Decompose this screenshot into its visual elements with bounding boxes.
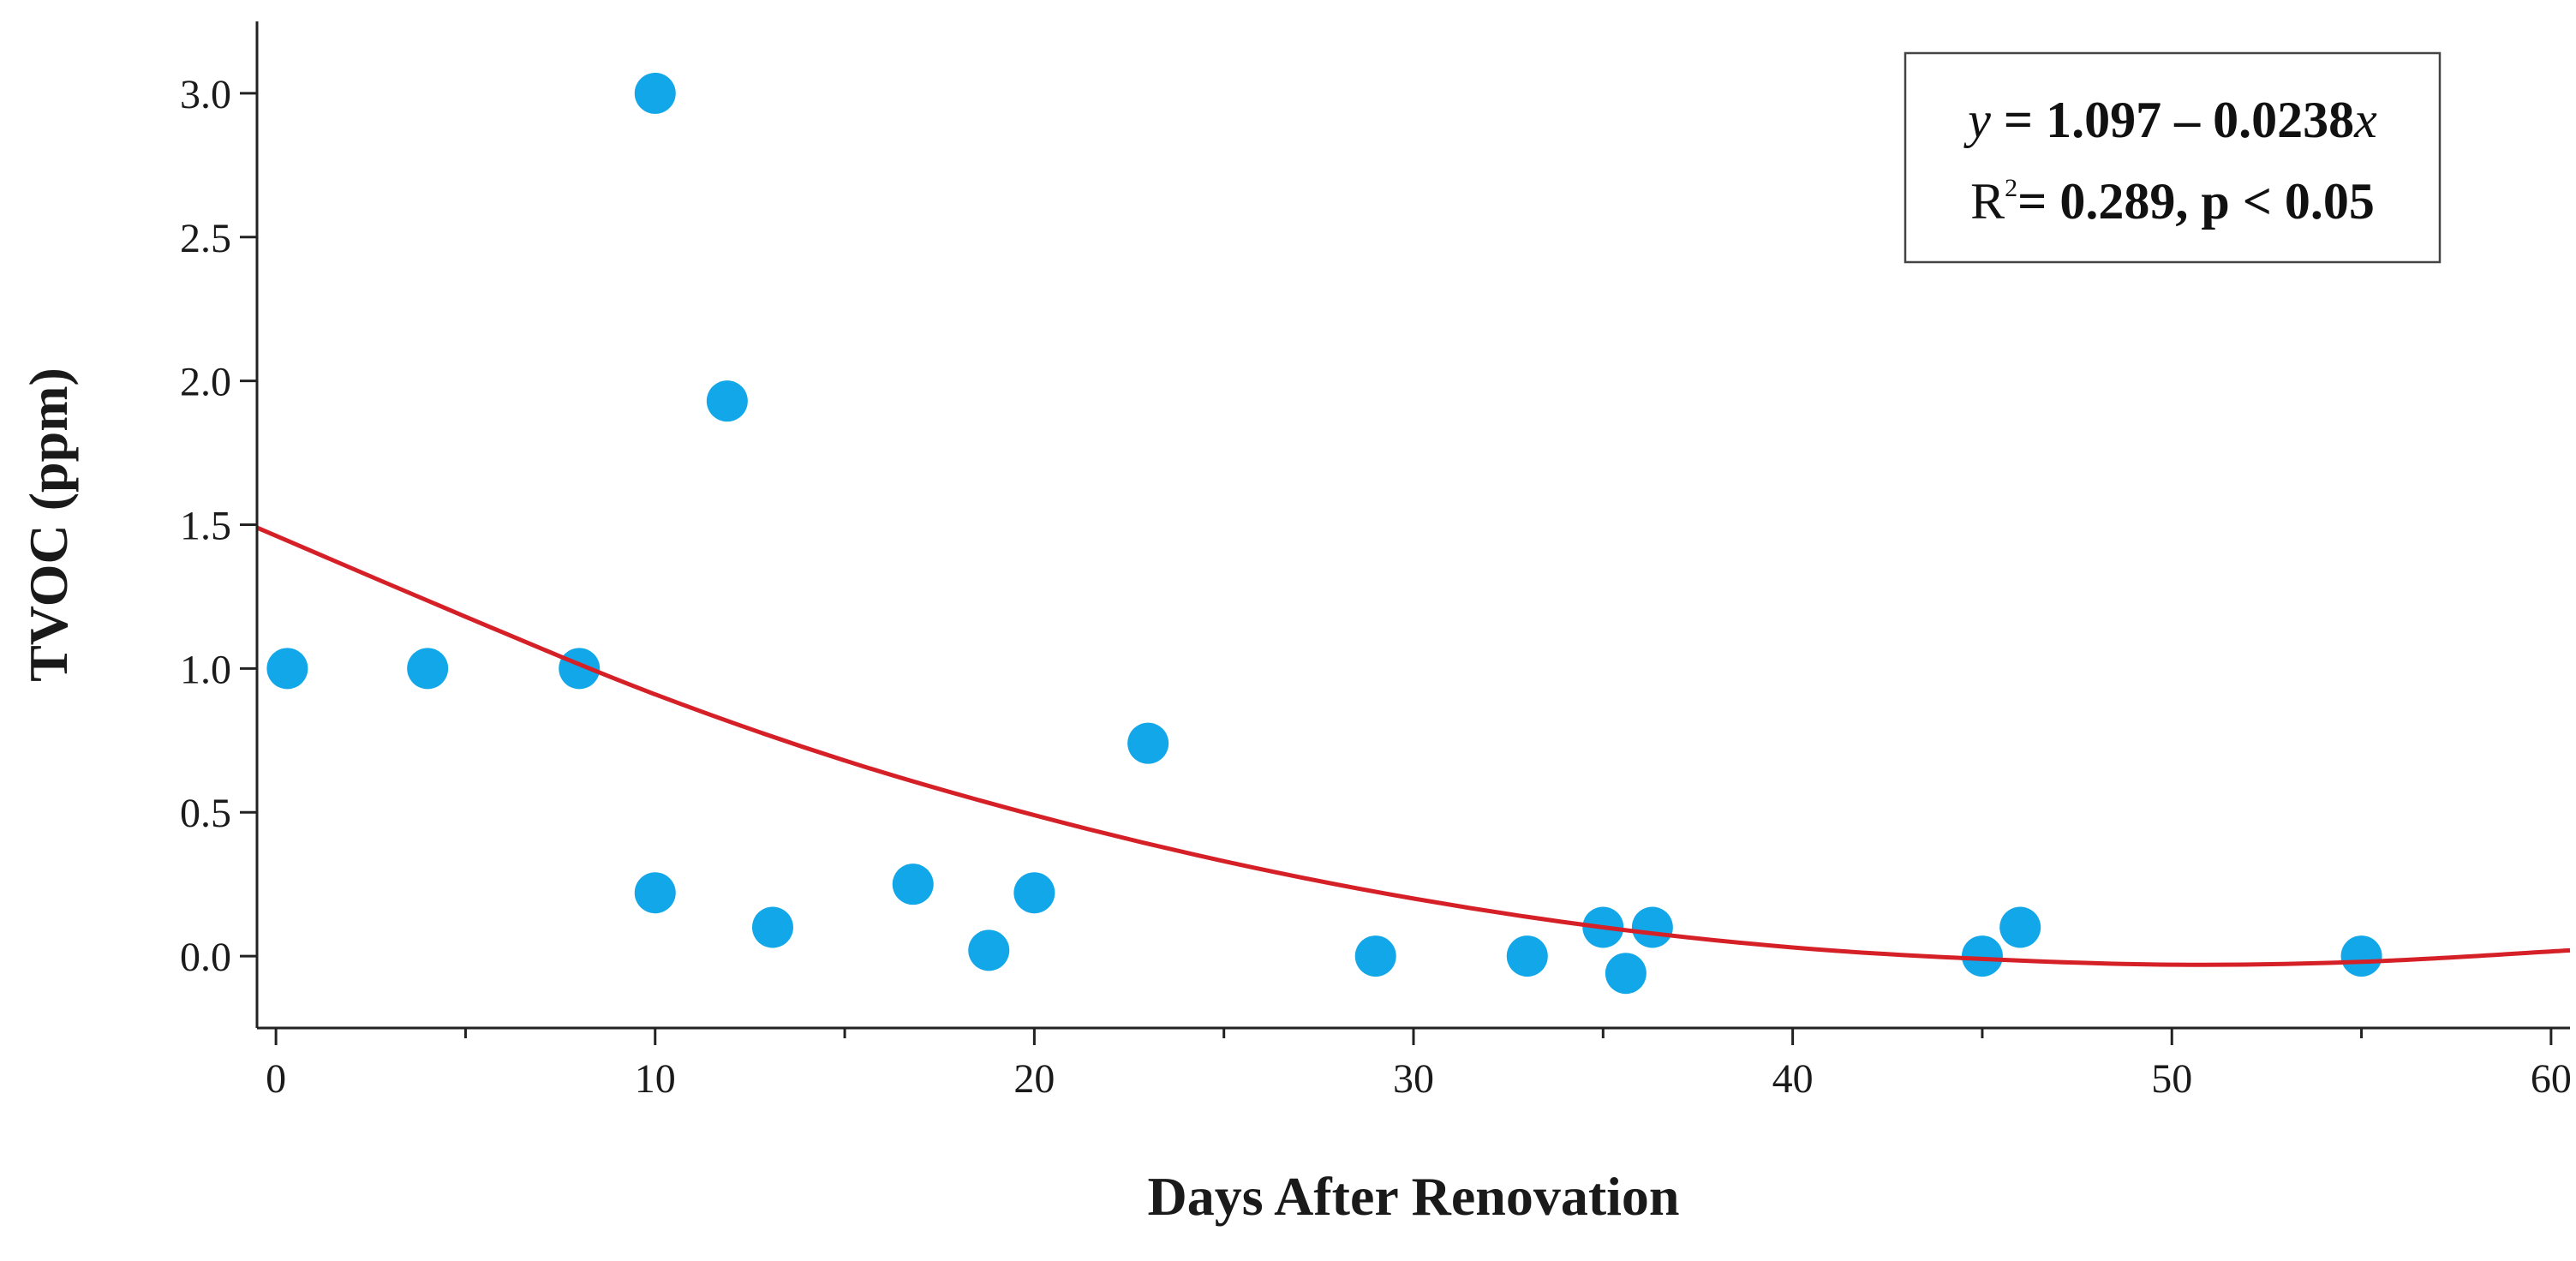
y-tick-label: 0.0 <box>180 935 231 980</box>
equation-x-symbol: x <box>2353 92 2377 148</box>
plot-area <box>256 72 2571 995</box>
data-point <box>892 864 934 905</box>
data-point <box>1961 935 2003 977</box>
r-letter: R <box>1970 173 2005 230</box>
x-tick-label: 30 <box>1393 1056 1434 1102</box>
r-superscript: 2 <box>2005 174 2017 202</box>
equation-body: = 1.097 – 0.0238 <box>1991 92 2354 148</box>
data-point <box>634 72 676 114</box>
y-tick-label: 2.0 <box>180 360 231 405</box>
y-tick-label: 1.0 <box>180 647 231 692</box>
data-point <box>1013 872 1055 914</box>
data-point <box>1127 722 1169 764</box>
data-point <box>266 648 308 690</box>
equation-annotation: y = 1.097 – 0.0238x R2= 0.289, p < 0.05 <box>1904 51 2442 264</box>
data-point <box>634 872 676 914</box>
axes: 0.0 0.5 1.0 1.5 2.0 2.5 3.0 0 10 20 30 40 50 60 <box>180 21 2572 1102</box>
x-tick-label: 60 <box>2531 1056 2572 1102</box>
data-point <box>706 380 748 422</box>
data-point <box>1999 906 2041 948</box>
data-point <box>2340 935 2382 977</box>
y-tick-label: 3.0 <box>180 72 231 117</box>
y-tick-label: 0.5 <box>180 791 231 836</box>
data-point <box>1506 935 1548 977</box>
y-tick-label: 2.5 <box>180 216 231 261</box>
equation-line: y = 1.097 – 0.0238x <box>1963 92 2377 148</box>
r-squared-value: = 0.289, p < 0.05 <box>2017 173 2375 230</box>
x-tick-label: 20 <box>1013 1056 1055 1102</box>
fit-curve <box>256 525 2571 967</box>
equation-y-symbol: y <box>1963 92 1991 148</box>
annotation-box <box>1904 51 2442 264</box>
y-tick-label: 1.5 <box>180 504 231 549</box>
x-tick-label: 0 <box>266 1056 286 1102</box>
x-tick-label: 40 <box>1772 1056 1814 1102</box>
x-tick-label: 10 <box>635 1056 676 1102</box>
data-point <box>1605 953 1647 995</box>
data-point <box>751 906 793 948</box>
data-point <box>968 929 1010 971</box>
data-point <box>1354 935 1396 977</box>
x-tick-label: 50 <box>2151 1056 2192 1102</box>
r-squared-line: R2= 0.289, p < 0.05 <box>1970 173 2375 230</box>
data-point <box>1631 906 1673 948</box>
x-axis-title: Days After Renovation <box>1148 1166 1680 1227</box>
y-axis-title: TVOC (ppm) <box>18 368 79 682</box>
data-point <box>407 648 449 690</box>
